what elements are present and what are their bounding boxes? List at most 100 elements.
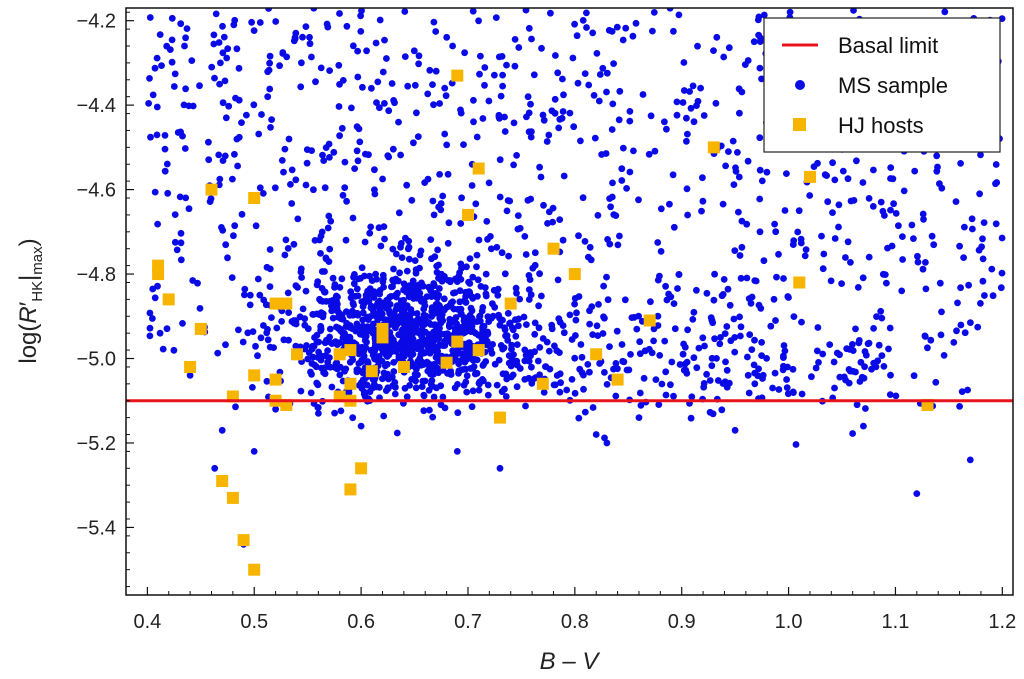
ms-sample-point (371, 166, 378, 174)
ms-sample-point (566, 109, 574, 117)
ms-sample-point (238, 210, 246, 218)
ms-sample-point (940, 352, 948, 359)
ms-sample-point (474, 276, 482, 284)
ms-sample-point (330, 299, 338, 306)
ms-sample-point (302, 181, 310, 189)
ms-sample-point (936, 279, 944, 287)
ms-sample-point (760, 257, 768, 265)
y-axis-title: log(R′HK|max) (15, 238, 46, 363)
ms-sample-point (966, 456, 974, 464)
ms-sample-point (457, 106, 464, 114)
hj-host-point (194, 322, 207, 335)
ms-sample-point (953, 327, 960, 335)
ms-sample-point (650, 325, 658, 333)
ms-sample-point (409, 335, 417, 343)
hj-host-point (472, 162, 485, 175)
ms-sample-point (654, 312, 662, 320)
ms-sample-point (606, 195, 613, 203)
ms-sample-point (775, 250, 782, 258)
ms-sample-point (706, 377, 714, 384)
ms-sample-point (683, 114, 690, 122)
ms-sample-point (334, 293, 341, 301)
ms-sample-point (357, 274, 364, 282)
ms-sample-point (523, 321, 530, 328)
ms-sample-point (852, 325, 859, 333)
y-tick-label: −5.2 (77, 433, 116, 455)
ms-sample-point (177, 229, 185, 237)
ms-sample-point (460, 314, 468, 321)
hj-host-point (280, 297, 293, 310)
ms-sample-point (621, 296, 629, 304)
ms-sample-point (512, 316, 519, 324)
ms-sample-point (681, 343, 689, 351)
ms-sample-point (847, 197, 855, 205)
ms-sample-point (663, 125, 670, 133)
ms-sample-point (589, 331, 597, 338)
ms-sample-point (529, 264, 537, 272)
ms-sample-point (737, 323, 745, 331)
ms-sample-point (216, 80, 224, 88)
ms-sample-point (686, 88, 693, 95)
hj-host-point (611, 373, 624, 386)
ms-sample-point (401, 8, 409, 15)
ms-sample-point (831, 384, 838, 392)
ms-sample-point (699, 174, 706, 182)
ms-sample-point (483, 218, 491, 225)
ms-sample-point (528, 128, 535, 136)
ms-sample-point (222, 341, 229, 349)
ms-sample-point (751, 336, 758, 344)
ms-sample-point (616, 232, 623, 240)
ms-sample-point (695, 344, 703, 352)
ms-sample-point (596, 71, 604, 78)
ms-sample-point (438, 307, 446, 315)
ms-sample-point (579, 17, 587, 24)
ms-sample-point (675, 11, 683, 19)
ms-sample-point (430, 211, 438, 219)
ms-sample-point (694, 97, 702, 105)
ms-sample-point (743, 274, 751, 282)
ms-sample-point (862, 351, 870, 359)
ms-sample-point (505, 252, 512, 260)
ms-sample-point (890, 200, 897, 208)
ms-sample-point (408, 349, 416, 357)
ms-sample-points (145, 8, 1006, 548)
ms-sample-point (831, 235, 839, 242)
ms-sample-point (689, 316, 697, 323)
hj-host-point (397, 361, 410, 373)
ms-sample-point (525, 357, 533, 365)
ms-sample-point (218, 426, 226, 434)
ms-sample-point (885, 345, 892, 353)
ms-sample-point (612, 360, 620, 367)
ms-sample-point (602, 150, 610, 157)
ms-sample-point (675, 271, 683, 278)
ms-sample-point (483, 337, 491, 345)
ms-sample-point (297, 83, 305, 91)
ms-sample-point (856, 378, 864, 385)
ms-sample-point (398, 254, 406, 261)
ms-sample-point (479, 332, 486, 339)
ms-sample-point (606, 343, 613, 350)
ms-sample-point (367, 223, 375, 231)
ms-sample-point (673, 98, 681, 106)
ms-sample-point (359, 309, 367, 317)
ms-sample-point (420, 392, 428, 400)
ms-sample-point (304, 355, 312, 363)
ms-sample-point (980, 219, 988, 227)
ms-sample-point (528, 363, 535, 371)
ms-sample-point (806, 192, 814, 199)
ms-sample-point (864, 340, 872, 348)
ms-sample-point (738, 243, 746, 251)
ms-sample-point (744, 371, 752, 379)
ms-sample-point (547, 9, 554, 17)
ms-sample-point (339, 191, 347, 199)
ms-sample-point (538, 292, 545, 300)
ms-sample-point (391, 99, 398, 107)
ms-sample-point (965, 281, 972, 289)
ms-sample-point (928, 232, 936, 240)
ms-sample-point (600, 282, 607, 290)
ms-sample-point (400, 348, 408, 356)
hj-host-point (472, 344, 485, 357)
ms-sample-point (717, 334, 724, 341)
ms-sample-point (158, 62, 165, 69)
ms-sample-point (426, 343, 434, 351)
